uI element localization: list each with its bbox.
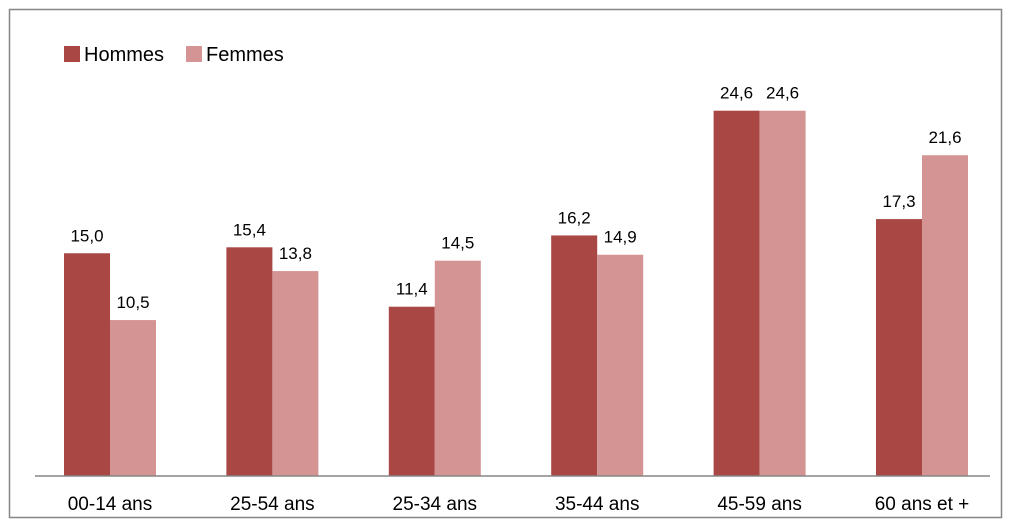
bar-hommes-5 [876, 219, 922, 476]
legend-swatch-femmes [186, 46, 202, 62]
data-label-hommes-4: 24,6 [720, 84, 753, 103]
bar-femmes-2 [434, 260, 481, 476]
bar-hommes-4 [713, 110, 760, 476]
bars-layer [64, 110, 968, 477]
data-label-hommes-5: 17,3 [882, 192, 915, 211]
bar-hommes-2 [388, 306, 435, 476]
bar-hommes-3 [551, 235, 598, 476]
data-label-hommes-3: 16,2 [558, 208, 591, 227]
x-tick-label-3: 35-44 ans [555, 494, 640, 515]
legend-swatch-hommes [64, 46, 80, 62]
x-tick-label-0: 00-14 ans [68, 494, 153, 515]
data-label-femmes-4: 24,6 [766, 84, 799, 103]
bar-femmes-3 [597, 254, 644, 476]
legend-label-hommes: Hommes [84, 44, 164, 66]
legend: Hommes Femmes [64, 44, 284, 66]
bar-hommes-0 [64, 253, 110, 476]
x-tick-labels-layer: 00-14 ans 25-54 ans 25-34 ans 35-44 ans 45-5… [68, 494, 970, 515]
data-label-femmes-5: 21,6 [928, 128, 961, 147]
data-label-femmes-3: 14,9 [604, 228, 637, 247]
data-label-femmes-1: 13,8 [279, 244, 312, 263]
data-label-hommes-1: 15,4 [233, 220, 266, 239]
bar-femmes-0 [110, 320, 156, 476]
bar-femmes-1 [272, 271, 319, 476]
x-tick-label-4: 45-59 ans [717, 494, 802, 515]
x-tick-label-2: 25-34 ans [393, 494, 478, 515]
x-tick-label-5: 60 ans et + [875, 494, 970, 515]
chart-border [8, 8, 1003, 519]
data-label-femmes-0: 10,5 [116, 293, 149, 312]
bar-hommes-1 [226, 247, 273, 476]
bar-femmes-5 [922, 155, 968, 477]
legend-label-femmes: Femmes [206, 44, 284, 66]
data-label-hommes-2: 11,4 [396, 280, 428, 299]
data-label-femmes-2: 14,5 [441, 234, 474, 253]
data-label-hommes-0: 15,0 [70, 226, 103, 245]
bar-femmes-4 [759, 110, 806, 476]
x-tick-label-1: 25-54 ans [230, 494, 315, 515]
data-labels-layer: 15,0 10,5 15,4 13,8 11,4 14,5 16,2 14,9 24,6 24,6… [70, 84, 961, 312]
